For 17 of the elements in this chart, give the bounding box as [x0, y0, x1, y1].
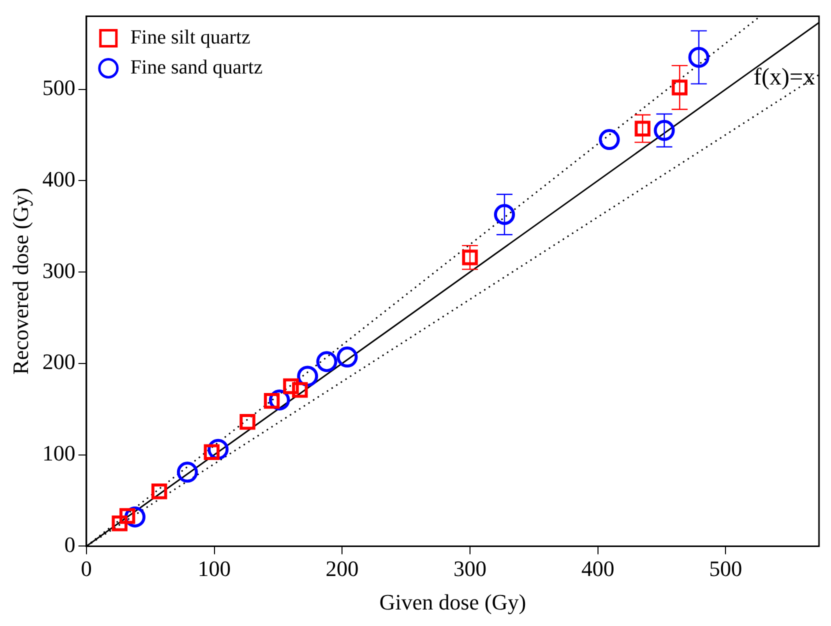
- y-tick-label: 300: [42, 258, 76, 283]
- legend-label: Fine silt quartz: [130, 26, 251, 48]
- x-tick-label: 100: [198, 556, 231, 582]
- y-tick-label: 0: [64, 532, 76, 557]
- x-tick-label: 0: [80, 556, 92, 582]
- y-axis-title: Recovered dose (Gy): [8, 188, 33, 375]
- y-tick-label: 400: [42, 166, 76, 192]
- x-tick-label: 500: [709, 556, 742, 582]
- y-tick-label: 500: [42, 75, 76, 100]
- x-tick-label: 200: [326, 556, 359, 582]
- x-tick-label: 400: [581, 556, 614, 582]
- y-tick-label: 200: [42, 349, 76, 374]
- legend-label: Fine sand quartz: [130, 56, 263, 78]
- annotation: f(x)=x: [753, 64, 815, 90]
- x-axis-title: Given dose (Gy): [379, 590, 526, 615]
- y-tick-label: 100: [42, 440, 76, 466]
- x-tick-label: 300: [453, 556, 486, 582]
